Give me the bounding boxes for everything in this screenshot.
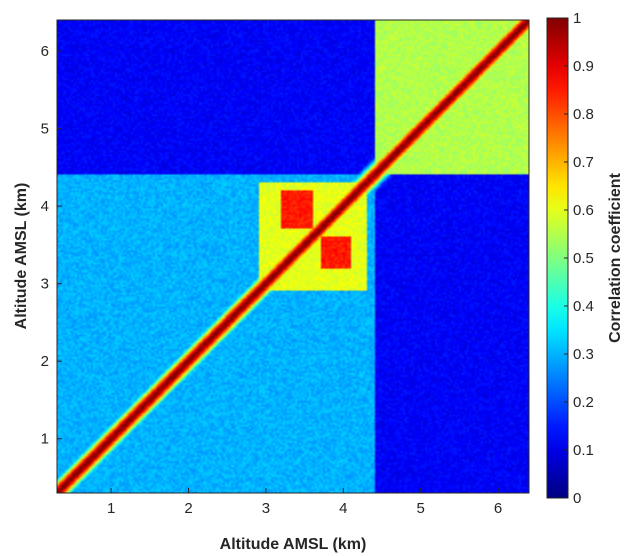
y-axis: 1 2 3 4 5 6 (41, 43, 62, 448)
heatmap-plot-area (56, 19, 530, 494)
x-tick-label: 5 (417, 500, 425, 517)
x-tick-label: 3 (262, 500, 270, 517)
y-tick-label: 2 (41, 353, 49, 370)
colorbar-tick-label: 0.7 (573, 154, 594, 171)
x-tick-label: 2 (184, 500, 192, 517)
colorbar-tick-label: 0.9 (573, 58, 594, 75)
colorbar-tick-label: 0.5 (573, 250, 594, 267)
x-axis: 1 2 3 4 5 6 (107, 488, 502, 517)
colorbar-tick-label: 0.3 (573, 346, 594, 363)
colorbar-tick-label: 0.4 (573, 298, 594, 315)
plot-frame (56, 19, 530, 494)
colorbar-tick-label: 0.6 (573, 202, 594, 219)
x-axis-title: Altitude AMSL (km) (220, 536, 367, 553)
colorbar-axis: 0 0.1 0.2 0.3 0.4 0.5 0.6 0.7 0.8 0.9 1 (564, 10, 594, 507)
y-tick-label: 5 (41, 121, 49, 138)
x-tick-label: 1 (107, 500, 115, 517)
heatmap-image (57, 20, 529, 493)
x-tick-label: 6 (494, 500, 502, 517)
colorbar-tick-label: 0 (573, 490, 581, 507)
colorbar: 0 0.1 0.2 0.3 0.4 0.5 0.6 0.7 0.8 0.9 1 Correlatio… (546, 10, 624, 507)
x-tick-label: 4 (339, 500, 347, 517)
colorbar-tick-label: 0.8 (573, 106, 594, 123)
y-tick-label: 4 (41, 198, 49, 215)
y-tick-label: 3 (41, 276, 49, 293)
y-axis-title: Altitude AMSL (km) (13, 183, 30, 330)
colorbar-title: Correlation coefficient (607, 172, 624, 342)
colorbar-tick-label: 1 (573, 10, 581, 27)
colorbar-tick-label: 0.1 (573, 442, 594, 459)
y-tick-label: 1 (41, 431, 49, 448)
y-tick-label: 6 (41, 43, 49, 60)
colorbar-tick-label: 0.2 (573, 394, 594, 411)
